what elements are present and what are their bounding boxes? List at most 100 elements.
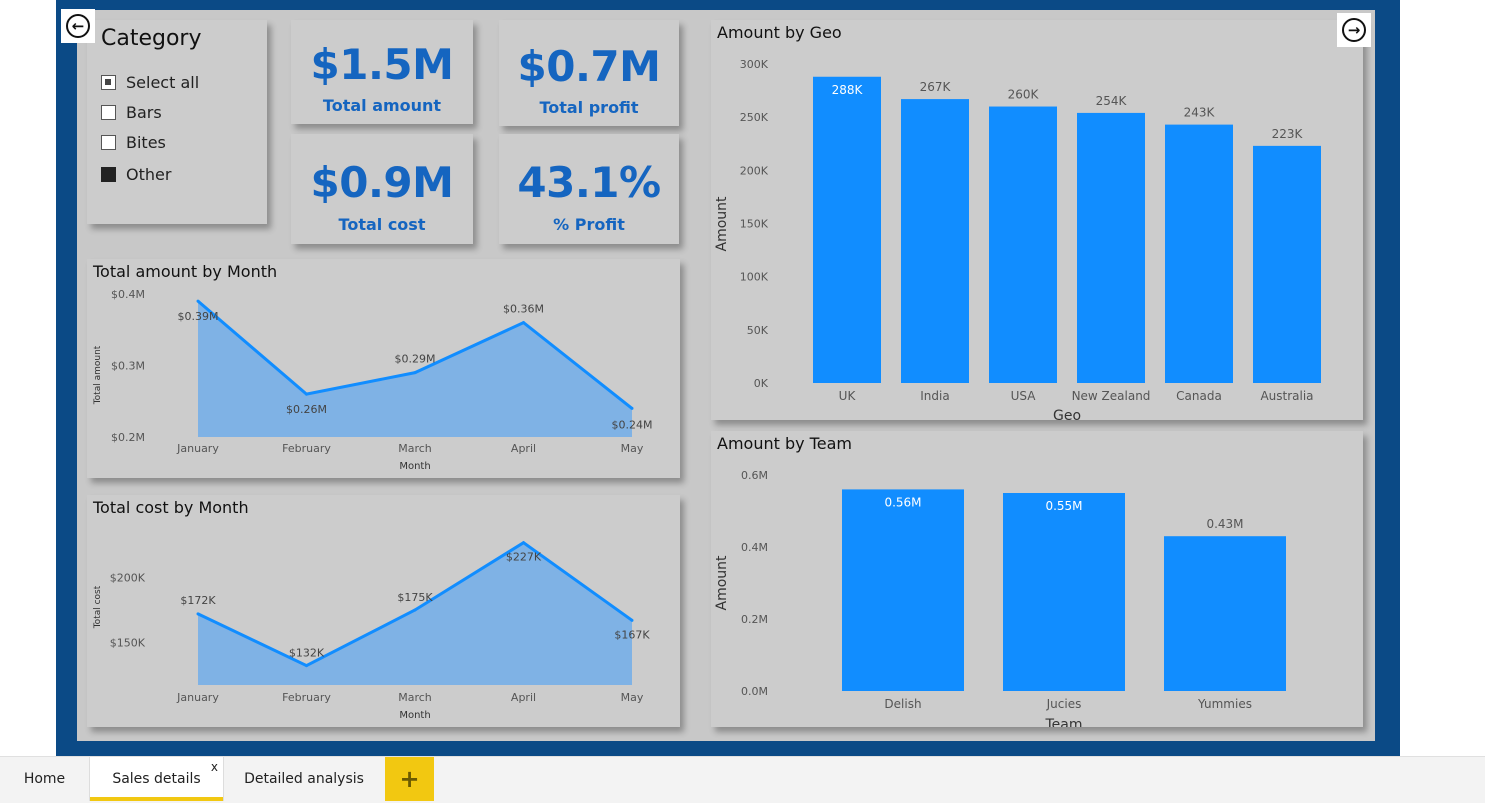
data-label: $0.36M — [503, 303, 544, 316]
data-point — [196, 612, 200, 616]
checkbox-icon[interactable] — [101, 104, 116, 120]
y-tick-label: $0.4M — [111, 288, 145, 301]
x-tick-label: May — [621, 442, 644, 455]
x-tick-label: Yummies — [1197, 697, 1252, 711]
y-axis-label: Total amount — [93, 345, 103, 405]
slicer-item-label: Bites — [126, 132, 166, 152]
kpi-card-total-amount[interactable]: $1.5M Total amount — [291, 20, 473, 124]
y-tick-label: 300K — [740, 58, 769, 71]
x-axis-label: Team — [1044, 717, 1082, 727]
y-tick-label: $0.3M — [111, 360, 145, 373]
x-tick-label: January — [176, 442, 219, 455]
area-fill — [198, 301, 632, 437]
chart-card-amount-by-team[interactable]: Amount by Team 0.0M 0.2M 0.4M 0.6M 0.56M Deli… — [711, 431, 1363, 727]
data-label: 0.43M — [1206, 517, 1243, 531]
checkbox-partial-icon[interactable] — [101, 74, 116, 90]
area-fill — [198, 542, 632, 685]
chart-card-amount-by-month[interactable]: Total amount by Month $0.2M $0.3M $0.4M $0.… — [87, 259, 680, 478]
x-axis-label: Geo — [1053, 408, 1081, 420]
y-axis-label: Amount — [714, 196, 730, 252]
x-tick-label: February — [282, 691, 331, 704]
bar — [989, 106, 1057, 384]
y-tick-label: 100K — [740, 271, 769, 284]
chart-title: Total cost by Month — [93, 498, 249, 517]
data-point — [305, 392, 308, 396]
data-label: $172K — [180, 594, 216, 607]
data-label: 0.55M — [1045, 499, 1082, 513]
kpi-card-total-profit[interactable]: $0.7M Total profit — [499, 20, 679, 126]
bar — [1253, 145, 1321, 383]
y-axis-label: Total cost — [93, 585, 103, 629]
slicer-item-bites[interactable]: Bites — [101, 131, 166, 153]
data-point — [630, 618, 634, 622]
bar — [813, 76, 881, 383]
x-tick-label: India — [920, 389, 949, 403]
kpi-value: 43.1% — [517, 158, 661, 207]
data-label: 223K — [1272, 127, 1304, 141]
data-point — [305, 664, 308, 668]
x-tick-label: New Zealand — [1072, 389, 1151, 403]
slicer-item-other[interactable]: Other — [101, 163, 171, 185]
data-label: $0.26M — [286, 403, 327, 416]
x-tick-label: UK — [839, 389, 857, 403]
tab-close-icon[interactable]: x — [210, 760, 218, 774]
kpi-label: Total amount — [322, 96, 442, 115]
tab-sales-details[interactable]: Sales details x — [89, 757, 224, 801]
bar-chart-amount-by-team: 0.0M 0.2M 0.4M 0.6M 0.56M Delish 0.55M Jucies 0.… — [714, 469, 1286, 727]
y-tick-label: 0.2M — [741, 613, 768, 626]
forward-button[interactable]: → — [1337, 13, 1371, 47]
x-tick-label: Canada — [1176, 389, 1222, 403]
checkbox-icon[interactable] — [101, 134, 116, 150]
tab-label: Sales details — [112, 771, 201, 787]
data-label: $0.29M — [395, 353, 436, 366]
chart-card-amount-by-geo[interactable]: Amount by Geo 0K 50K 100K 150K 200K 250K 300K 2… — [711, 20, 1363, 420]
bar — [901, 99, 969, 383]
chart-title: Amount by Geo — [717, 23, 842, 42]
data-label: 267K — [920, 80, 952, 94]
add-page-button[interactable]: + — [385, 757, 434, 801]
kpi-value: $0.9M — [310, 158, 454, 207]
kpi-card-profit-percent[interactable]: 43.1% % Profit — [499, 134, 679, 244]
kpi-card-total-cost[interactable]: $0.9M Total cost — [291, 134, 473, 244]
slicer-item-label: Bars — [126, 102, 162, 122]
bar — [1003, 493, 1125, 691]
kpi-label: % Profit — [553, 215, 625, 234]
bar — [1077, 112, 1145, 383]
kpi-value: $0.7M — [517, 42, 661, 91]
back-button[interactable]: ← — [61, 9, 95, 43]
slicer-item-label: Select all — [126, 72, 200, 92]
data-point — [196, 299, 200, 303]
y-tick-label: $200K — [110, 572, 146, 585]
slicer-title: Category — [101, 26, 202, 51]
area-chart-cost-by-month: $150K $200K $172K January $132K February $175K… — [93, 540, 650, 721]
x-tick-label: March — [398, 691, 432, 704]
slicer-item-select-all[interactable]: Select all — [101, 71, 199, 93]
arrow-right-circle-icon: → — [1342, 18, 1366, 42]
x-tick-label: USA — [1011, 389, 1037, 403]
data-label: $0.24M — [612, 418, 653, 431]
bar — [1164, 536, 1286, 691]
x-tick-label: Australia — [1260, 389, 1313, 403]
slicer-item-bars[interactable]: Bars — [101, 101, 162, 123]
data-label: $175K — [397, 591, 433, 604]
kpi-value: $1.5M — [310, 40, 454, 89]
y-axis-label: Amount — [714, 555, 730, 611]
data-label: $0.39M — [178, 310, 219, 323]
tab-label: Home — [23, 771, 66, 787]
x-tick-label: January — [176, 691, 219, 704]
chart-card-cost-by-month[interactable]: Total cost by Month $150K $200K $172K Janua… — [87, 495, 680, 727]
tab-home[interactable]: Home — [0, 757, 89, 801]
y-tick-label: 0.6M — [741, 469, 768, 482]
y-tick-label: 0.0M — [741, 685, 768, 698]
kpi-label: Total cost — [338, 215, 426, 234]
data-point — [413, 371, 417, 375]
chart-title: Total amount by Month — [93, 262, 278, 281]
tab-detailed-analysis[interactable]: Detailed analysis — [224, 757, 384, 801]
y-tick-label: 200K — [740, 164, 769, 177]
y-tick-label: 0.4M — [741, 541, 768, 554]
checkbox-checked-icon[interactable] — [101, 166, 116, 182]
data-label: 260K — [1008, 88, 1040, 102]
x-axis-label: Month — [399, 461, 430, 472]
x-tick-label: April — [511, 691, 536, 704]
x-tick-label: April — [511, 442, 536, 455]
